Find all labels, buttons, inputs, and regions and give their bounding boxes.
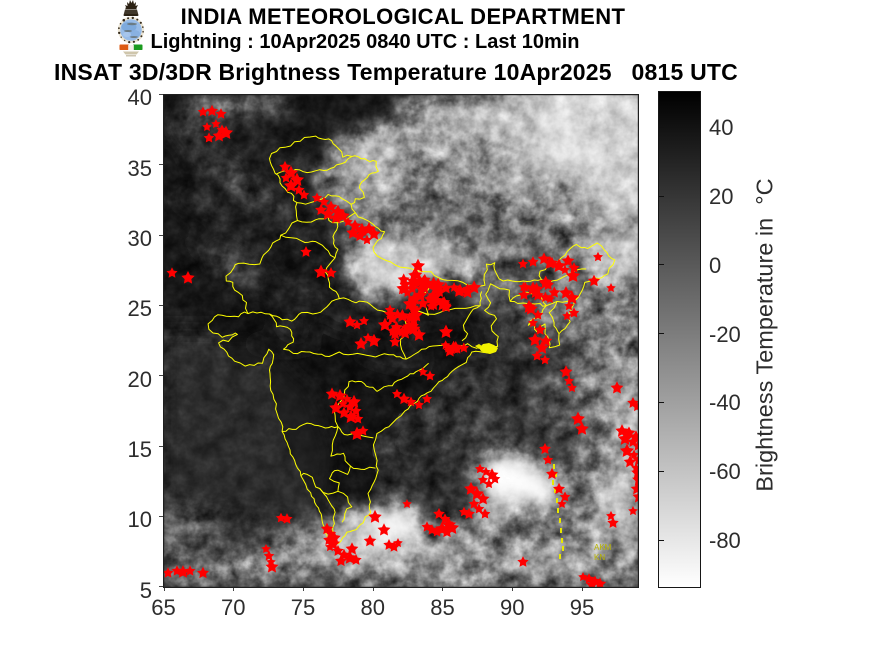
- svg-text:KN: KN: [594, 553, 605, 562]
- svg-text:AKM: AKM: [594, 543, 612, 552]
